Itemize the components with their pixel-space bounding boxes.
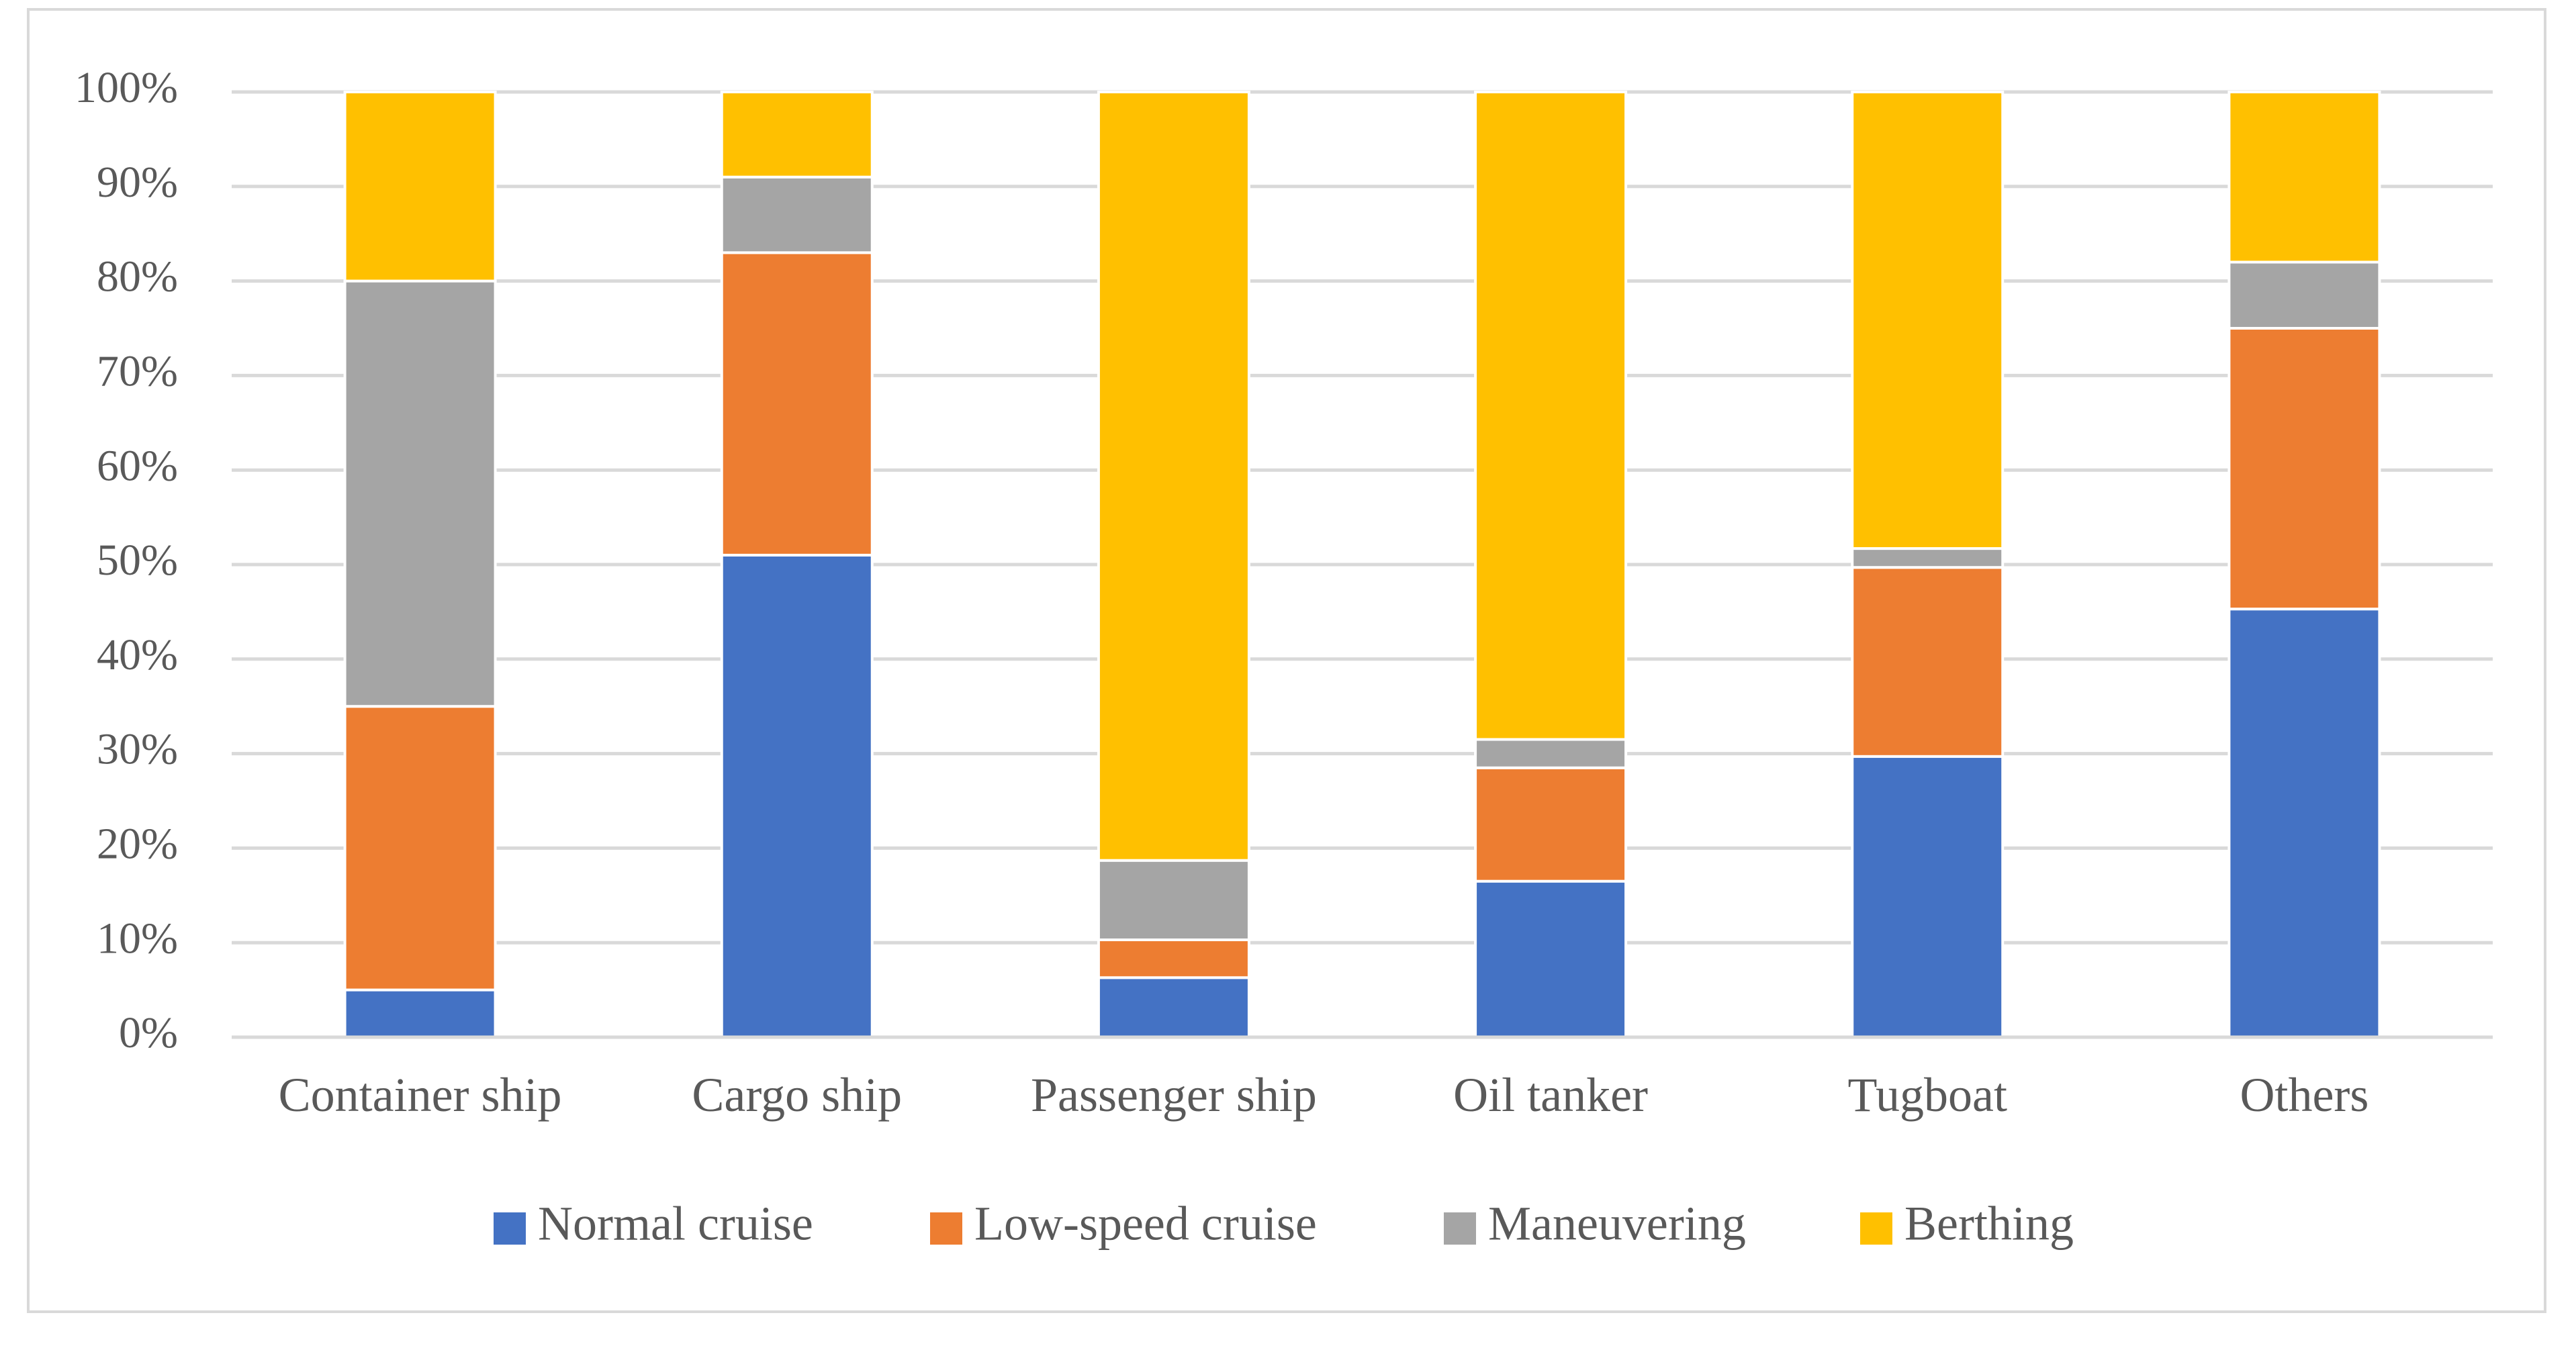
legend-swatch (930, 1212, 962, 1245)
legend: Normal cruise Low-speed cruise Maneuvering… (494, 1197, 2074, 1251)
x-category-label: Cargo ship (692, 1068, 902, 1122)
y-tick-label: 70% (97, 347, 178, 396)
x-category-label: Oil tanker (1453, 1068, 1648, 1122)
bar-segment-low-speed-cruise (1851, 566, 2005, 758)
bar-segment-berthing (1097, 91, 1250, 862)
y-tick-label: 100% (75, 63, 178, 112)
y-axis-tick-labels: 0% 10% 20% 30% 40% 50% 60% 70% 80% 90% 100% (75, 63, 178, 1057)
y-tick-label: 90% (97, 158, 178, 207)
y-tick-label: 20% (97, 820, 178, 869)
legend-swatch (1860, 1212, 1892, 1245)
y-tick-label: 60% (97, 441, 178, 490)
bar-segment-berthing (1474, 91, 1628, 741)
bar-segment-maneuvering (2227, 260, 2381, 330)
bar-segment-maneuvering (1097, 859, 1250, 941)
bar-segment-low-speed-cruise (720, 251, 874, 557)
x-category-label: Passenger ship (1031, 1068, 1317, 1122)
legend-item-berthing: Berthing (1860, 1197, 2074, 1251)
legend-swatch (1444, 1212, 1476, 1245)
legend-label: Maneuvering (1488, 1197, 1746, 1251)
y-tick-label: 0% (119, 1008, 178, 1057)
bar-segment-normal-cruise (1851, 755, 2005, 1039)
x-category-label: Tugboat (1848, 1068, 2007, 1122)
bar-segment-maneuvering (720, 175, 874, 254)
bar-segment-maneuvering (1474, 738, 1628, 769)
bar-segment-normal-cruise (2227, 608, 2381, 1039)
bar-segment-normal-cruise (343, 988, 497, 1039)
bar-segment-berthing (720, 91, 874, 179)
bar-segment-low-speed-cruise (2227, 327, 2381, 611)
y-tick-label: 80% (97, 252, 178, 301)
legend-label: Berthing (1904, 1197, 2074, 1251)
y-tick-label: 40% (97, 630, 178, 679)
legend-label: Low-speed cruise (974, 1197, 1317, 1251)
bars (343, 91, 2381, 1039)
bar-segment-normal-cruise (720, 553, 874, 1039)
bar-segment-low-speed-cruise (1097, 938, 1250, 979)
bar-segment-berthing (343, 91, 497, 283)
bar-segment-berthing (2227, 91, 2381, 264)
legend-label: Normal cruise (538, 1197, 813, 1251)
bar-segment-low-speed-cruise (343, 705, 497, 992)
y-tick-label: 50% (97, 536, 178, 585)
bar-segment-normal-cruise (1097, 976, 1250, 1039)
bar-segment-maneuvering (343, 279, 497, 708)
legend-item-maneuvering: Maneuvering (1444, 1197, 1746, 1251)
x-category-label: Others (2240, 1068, 2368, 1122)
legend-item-low-speed-cruise: Low-speed cruise (930, 1197, 1317, 1251)
bar-segment-maneuvering (1851, 547, 2005, 569)
gridlines (232, 90, 2493, 945)
y-tick-label: 10% (97, 914, 178, 963)
bar-segment-berthing (1851, 91, 2005, 550)
legend-swatch (494, 1212, 526, 1245)
bar-segment-normal-cruise (1474, 879, 1628, 1039)
legend-item-normal-cruise: Normal cruise (494, 1197, 813, 1251)
bar-segment-low-speed-cruise (1474, 766, 1628, 883)
x-category-label: Container ship (279, 1068, 562, 1122)
y-tick-label: 30% (97, 725, 178, 774)
x-axis-category-labels: Container ship Cargo ship Passenger ship Oi… (279, 1068, 2369, 1122)
